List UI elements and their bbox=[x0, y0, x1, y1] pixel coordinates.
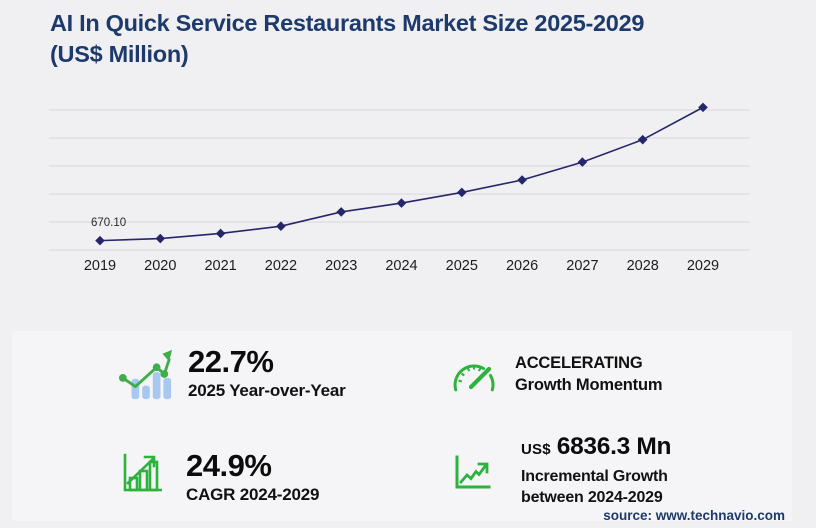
x-tick-2019: 2019 bbox=[84, 258, 116, 274]
incremental-line2: between 2024-2029 bbox=[521, 488, 663, 506]
data-point-2020 bbox=[155, 233, 166, 244]
page-title-line2: (US$ Million) bbox=[50, 40, 189, 67]
cagr-label: CAGR 2024-2029 bbox=[186, 485, 320, 504]
yoy-value: 22.7% bbox=[188, 344, 274, 379]
incremental-value: 6836.3 Mn bbox=[556, 433, 672, 460]
stat-growth-momentum: ACCELERATING Growth Momentum bbox=[451, 352, 663, 399]
page-title: AI In Quick Service Restaurants Market S… bbox=[50, 8, 770, 69]
cagr-value: 24.9% bbox=[186, 448, 272, 483]
stat-incremental-growth: US$ 6836.3 Mn Incremental Growth between… bbox=[455, 433, 672, 508]
line-chart-svg: 2019 2020 2021 2022 2023 2024 2025 2026 2027 2028… bbox=[49, 102, 750, 274]
x-tick-2024: 2024 bbox=[385, 258, 417, 274]
stat-yoy-growth: 22.7% 2025 Year-over-Year bbox=[118, 345, 346, 408]
data-point-2024 bbox=[396, 198, 407, 208]
point-label-2019: 670.10 bbox=[91, 217, 126, 229]
incremental-value-row: US$ 6836.3 Mn bbox=[521, 433, 672, 460]
x-tick-2028: 2028 bbox=[627, 258, 659, 274]
data-point-2029 bbox=[698, 102, 708, 113]
x-tick-2029: 2029 bbox=[687, 258, 719, 274]
data-point-2025 bbox=[457, 187, 467, 198]
data-point-2027 bbox=[577, 157, 588, 167]
stat-cagr: 24.9% CAGR 2024-2029 bbox=[122, 449, 319, 504]
incremental-line1: Incremental Growth bbox=[521, 468, 668, 485]
data-point-2022 bbox=[276, 221, 286, 231]
line-chart-growth-icon bbox=[455, 455, 491, 494]
data-point-2021 bbox=[215, 228, 226, 239]
x-tick-2020: 2020 bbox=[144, 258, 176, 274]
incremental-currency: US$ bbox=[521, 441, 551, 458]
momentum-line2: Growth Momentum bbox=[515, 376, 663, 394]
x-tick-2025: 2025 bbox=[446, 258, 478, 274]
data-point-2026 bbox=[517, 175, 527, 185]
speedometer-icon bbox=[451, 358, 497, 399]
page-title-line1: AI In Quick Service Restaurants Market S… bbox=[50, 10, 645, 36]
source-credit: source: www.technavio.com bbox=[603, 508, 785, 523]
momentum-line1: ACCELERATING bbox=[515, 354, 643, 372]
growth-trend-icon bbox=[118, 347, 174, 408]
data-point-2028 bbox=[637, 134, 648, 145]
x-tick-2023: 2023 bbox=[325, 258, 357, 274]
data-point-2019 bbox=[95, 235, 105, 246]
market-size-line-chart: 2019 2020 2021 2022 2023 2024 2025 2026 2027 2028… bbox=[30, 95, 790, 285]
data-line bbox=[99, 106, 704, 242]
x-tick-2022: 2022 bbox=[265, 258, 297, 274]
yoy-label: 2025 Year-over-Year bbox=[188, 381, 346, 400]
x-tick-2021: 2021 bbox=[204, 258, 236, 274]
bar-chart-growth-icon bbox=[122, 453, 163, 498]
data-point-2023 bbox=[336, 207, 346, 217]
x-tick-2027: 2027 bbox=[566, 258, 598, 274]
x-tick-2026: 2026 bbox=[506, 258, 538, 274]
